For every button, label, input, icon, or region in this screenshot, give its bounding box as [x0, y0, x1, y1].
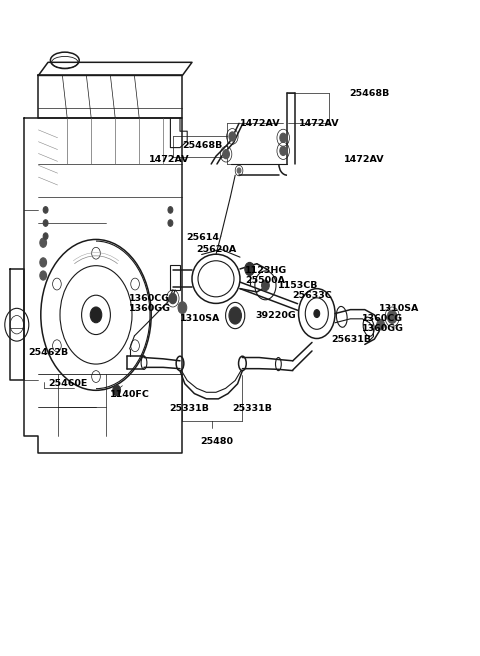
Text: 1140FC: 1140FC [109, 390, 149, 399]
Text: 1472AV: 1472AV [149, 155, 190, 164]
Text: 25468B: 25468B [349, 89, 390, 98]
Text: 25620A: 25620A [196, 245, 236, 255]
Circle shape [169, 293, 177, 304]
Text: 1472AV: 1472AV [299, 119, 339, 128]
Circle shape [43, 207, 48, 213]
Text: 1360GG: 1360GG [362, 324, 404, 333]
Circle shape [314, 310, 320, 318]
Circle shape [168, 220, 173, 226]
Text: 25614: 25614 [186, 233, 219, 242]
Text: 25468B: 25468B [182, 141, 223, 150]
Text: 1472AV: 1472AV [344, 155, 384, 164]
Circle shape [280, 133, 287, 142]
Circle shape [237, 168, 241, 173]
Text: 25480: 25480 [201, 437, 234, 446]
Circle shape [43, 233, 48, 239]
Circle shape [223, 150, 229, 159]
Circle shape [377, 319, 384, 330]
Text: 25500A: 25500A [245, 276, 285, 285]
Text: 1360CG: 1360CG [129, 294, 170, 303]
Circle shape [40, 258, 47, 267]
Bar [170, 265, 180, 290]
Text: 25633C: 25633C [292, 291, 332, 300]
Circle shape [40, 238, 47, 247]
Circle shape [229, 132, 236, 141]
Circle shape [245, 262, 254, 276]
Circle shape [387, 310, 397, 323]
Circle shape [229, 307, 241, 324]
Text: 25462B: 25462B [28, 348, 68, 357]
Circle shape [113, 385, 120, 396]
Text: 1153CB: 1153CB [277, 281, 318, 290]
Circle shape [43, 220, 48, 226]
Circle shape [168, 207, 173, 213]
Text: 1123HG: 1123HG [245, 266, 287, 276]
Circle shape [40, 271, 47, 280]
Circle shape [280, 146, 287, 155]
Circle shape [178, 302, 187, 314]
Text: 1310SA: 1310SA [180, 314, 220, 323]
Text: 25460E: 25460E [48, 379, 87, 388]
Text: 1360CG: 1360CG [362, 314, 404, 323]
Text: 39220G: 39220G [256, 311, 297, 320]
Text: 25331B: 25331B [169, 403, 209, 413]
Text: 25331B: 25331B [232, 403, 272, 413]
Text: 1310SA: 1310SA [379, 304, 420, 313]
Text: 1472AV: 1472AV [240, 119, 281, 128]
Text: 25631B: 25631B [331, 335, 371, 344]
Circle shape [90, 307, 102, 323]
Circle shape [262, 280, 269, 291]
Text: 1360GG: 1360GG [129, 304, 171, 313]
